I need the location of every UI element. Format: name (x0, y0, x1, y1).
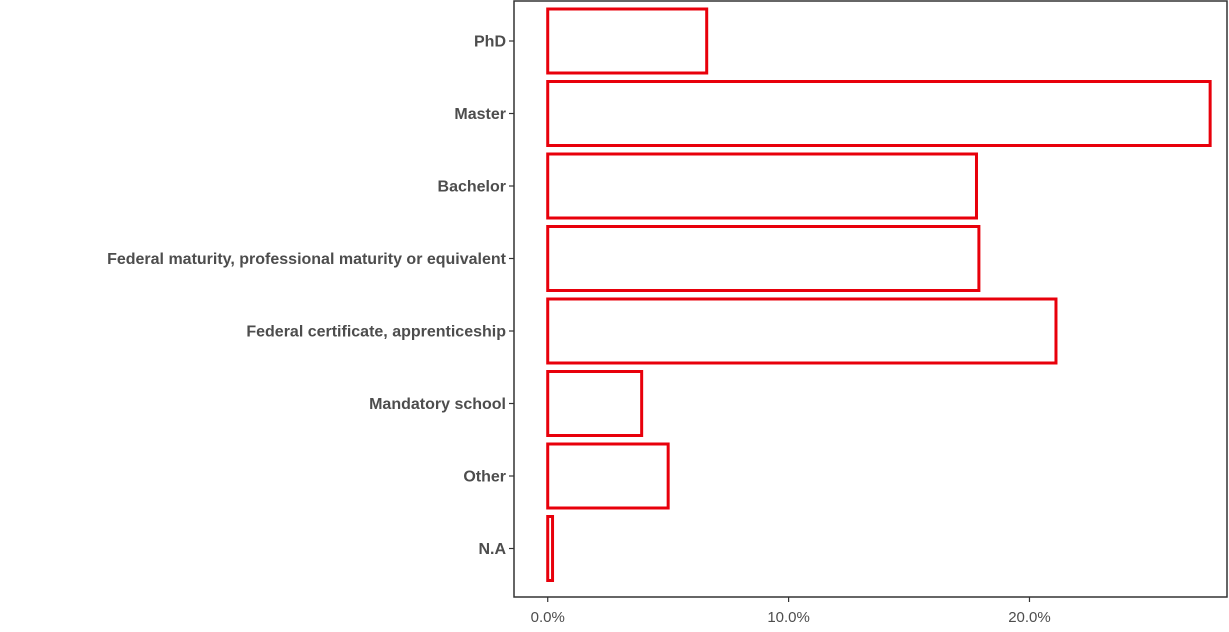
plot-panel-border (513, 0, 1228, 598)
y-tick-label: Other (463, 469, 506, 486)
bar (546, 80, 1212, 147)
bar (546, 442, 670, 510)
y-tick-label: N.A (478, 541, 506, 558)
bar (546, 297, 1058, 365)
bar (546, 152, 978, 220)
y-tick-label: Mandatory school (369, 396, 506, 413)
y-tick-label: PhD (474, 34, 506, 51)
axis-layer: PhD Master Bachelor Federal maturity, profe… (107, 0, 1228, 626)
bar (546, 515, 555, 582)
y-tick-label: Bachelor (438, 179, 506, 196)
y-tick-label: Master (454, 106, 506, 123)
bars-layer (546, 7, 1212, 582)
x-tick-label: 0.0% (531, 609, 565, 626)
x-tick-label: 20.0% (1008, 609, 1051, 626)
x-tick-label: 10.0% (767, 609, 810, 626)
bar (546, 225, 981, 292)
y-tick-label: Federal certificate, apprenticeship (246, 324, 506, 341)
bar (546, 370, 644, 437)
y-tick-label: Federal maturity, professional maturity … (107, 251, 507, 268)
bar (546, 7, 709, 75)
